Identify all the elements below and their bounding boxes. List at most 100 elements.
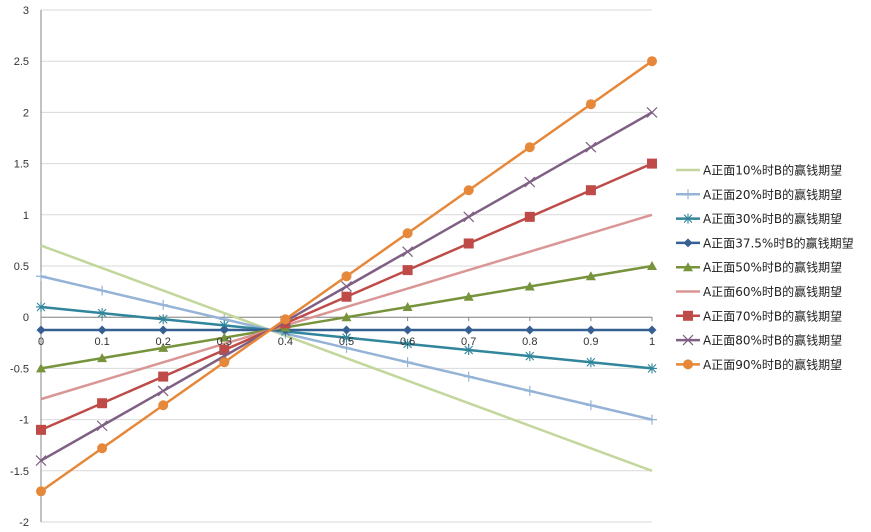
legend-entry: A正面70%时B的赢钱期望: [676, 308, 842, 323]
data-point-marker: [403, 325, 413, 335]
data-point-marker: [524, 211, 535, 222]
x-tick-label: 0.1: [94, 336, 109, 348]
data-point-marker: [402, 357, 413, 368]
series-8: [35, 106, 658, 466]
x-tick-label: 0: [38, 336, 44, 348]
legend-label: A正面60%时B的赢钱期望: [703, 284, 842, 299]
legend-entry: A正面30%时B的赢钱期望: [676, 211, 842, 226]
legend-marker: [683, 310, 693, 321]
legend-entry: A正面20%时B的赢钱期望: [676, 187, 842, 202]
data-point-marker: [647, 325, 657, 335]
x-tick-label: 0.3: [217, 336, 232, 348]
y-tick-label: 3: [23, 5, 29, 17]
data-point-marker: [463, 291, 474, 301]
y-tick-label: -1.5: [10, 466, 29, 478]
data-point-marker: [585, 357, 596, 368]
y-tick-label: -0.5: [10, 363, 29, 375]
legend-entry: A正面37.5%时B的赢钱期望: [676, 235, 854, 250]
data-point-marker: [647, 261, 657, 270]
series-line: [40, 244, 653, 472]
data-point-marker: [402, 301, 413, 311]
data-point-marker: [341, 332, 352, 343]
data-point-marker: [524, 281, 535, 291]
legend-label: A正面50%时B的赢钱期望: [703, 260, 842, 275]
x-tick-label: 1: [649, 336, 655, 348]
legend: A正面10%时B的赢钱期望 A正面20%时B的赢钱期望 A正面30%时B的赢钱期望 A…: [676, 163, 854, 372]
data-point-marker: [97, 308, 108, 319]
legend-entry: A正面60%时B的赢钱期望: [676, 284, 842, 299]
data-point-marker: [585, 141, 597, 153]
legend-label: A正面70%时B的赢钱期望: [703, 308, 842, 323]
data-point-marker: [463, 211, 475, 223]
data-point-marker: [36, 271, 46, 282]
data-point-marker: [157, 385, 169, 397]
data-point-marker: [524, 351, 535, 362]
series-9: [36, 56, 657, 497]
data-point-marker: [36, 363, 46, 373]
series-7: [36, 158, 657, 435]
data-point-marker: [585, 185, 596, 196]
data-point-marker: [646, 106, 658, 118]
y-tick-label: 1: [23, 210, 29, 222]
series-6: [40, 213, 653, 401]
data-point-marker: [158, 371, 169, 382]
legend-marker: [683, 238, 693, 248]
data-point-marker: [341, 291, 352, 302]
data-point-marker: [97, 325, 107, 335]
gridlines: [41, 9, 652, 523]
series-2: [36, 271, 657, 425]
data-point-marker: [36, 301, 46, 312]
legend-entry: A正面90%时B的赢钱期望: [676, 357, 842, 372]
data-point-marker: [464, 325, 474, 335]
y-tick-label: -1: [19, 415, 29, 427]
y-tick-label: -2: [19, 517, 29, 529]
legend-marker: [683, 359, 693, 370]
legend-marker: [683, 262, 693, 272]
series-line: [40, 213, 653, 401]
series-lines: [35, 56, 658, 497]
legend-label: A正面10%时B的赢钱期望: [703, 163, 842, 178]
legend-entry: A正面10%时B的赢钱期望: [676, 163, 842, 178]
data-point-marker: [158, 299, 169, 310]
data-point-marker: [341, 281, 352, 292]
data-point-marker: [585, 400, 596, 411]
data-point-marker: [96, 420, 108, 432]
x-tick-label: 0.7: [461, 336, 476, 348]
data-point-marker: [524, 142, 535, 153]
data-point-marker: [36, 424, 46, 435]
legend-label: A正面37.5%时B的赢钱期望: [703, 235, 854, 250]
legend-label: A正面30%时B的赢钱期望: [703, 211, 842, 226]
data-point-marker: [36, 325, 46, 335]
data-point-marker: [585, 271, 596, 281]
x-tick-label: 0.5: [339, 336, 354, 348]
series-1: [40, 244, 653, 472]
data-point-marker: [219, 344, 230, 355]
x-tick-label: 0.4: [278, 336, 293, 348]
series-4: [36, 325, 657, 335]
data-point-marker: [402, 246, 414, 258]
data-point-marker: [524, 176, 536, 188]
y-tick-label: 2: [23, 107, 29, 119]
data-point-marker: [525, 325, 535, 335]
x-tick-label: 0.9: [583, 336, 598, 348]
y-tick-label: 0: [23, 312, 29, 324]
data-point-marker: [97, 443, 108, 454]
data-point-marker: [341, 271, 352, 282]
data-point-marker: [463, 238, 474, 249]
tick-labels: -2 -1.5 -1 -0.5 0 0.5 1 1.5 2 2.5 3 0 0.1 0.2 0.3 0.4 0.…: [10, 5, 655, 529]
data-point-marker: [463, 344, 474, 355]
data-point-marker: [463, 185, 474, 196]
y-tick-label: 0.5: [14, 261, 29, 273]
series-5: [36, 261, 657, 373]
data-point-marker: [158, 325, 168, 335]
data-point-marker: [647, 158, 657, 169]
legend-marker: [683, 189, 693, 200]
x-tick-label: 0.6: [400, 336, 415, 348]
data-point-marker: [341, 342, 352, 353]
data-point-marker: [36, 486, 46, 497]
data-point-marker: [219, 320, 230, 331]
data-point-marker: [341, 312, 352, 322]
data-point-marker: [585, 99, 596, 110]
legend-label: A正面20%时B的赢钱期望: [703, 187, 842, 202]
